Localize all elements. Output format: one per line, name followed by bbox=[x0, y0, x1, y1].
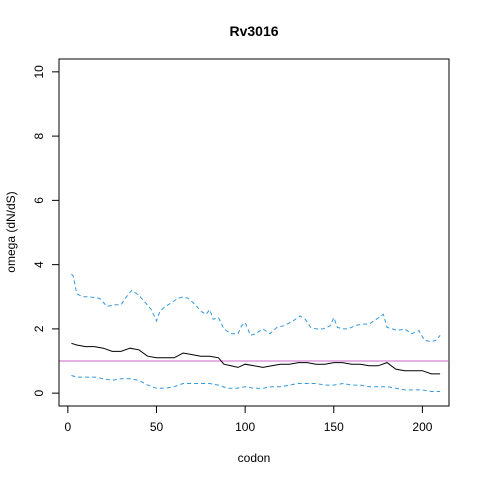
y-tick-label: 10 bbox=[32, 65, 46, 79]
x-axis-label: codon bbox=[238, 451, 271, 465]
y-tick-label: 2 bbox=[32, 325, 46, 332]
x-tick-label: 100 bbox=[235, 420, 255, 434]
x-tick-label: 50 bbox=[150, 420, 164, 434]
series-line-estimate bbox=[71, 342, 441, 375]
plot-frame bbox=[58, 58, 450, 407]
y-tick-label: 0 bbox=[32, 389, 46, 396]
y-axis-label: omega (dN/dS) bbox=[4, 191, 18, 272]
y-tick-label: 8 bbox=[32, 132, 46, 139]
series-line-lower bbox=[71, 375, 441, 392]
series-line-upper bbox=[71, 273, 441, 343]
series-layer bbox=[71, 273, 441, 392]
chart-title: Rv3016 bbox=[229, 23, 278, 39]
y-axis: 0 2 4 6 8 10 bbox=[32, 65, 60, 396]
y-tick-label: 4 bbox=[32, 261, 46, 268]
x-axis: 0 50 100 150 200 bbox=[65, 405, 433, 434]
x-tick-label: 0 bbox=[65, 420, 72, 434]
y-tick-label: 6 bbox=[32, 197, 46, 204]
x-tick-label: 200 bbox=[412, 420, 432, 434]
x-tick-label: 150 bbox=[324, 420, 344, 434]
